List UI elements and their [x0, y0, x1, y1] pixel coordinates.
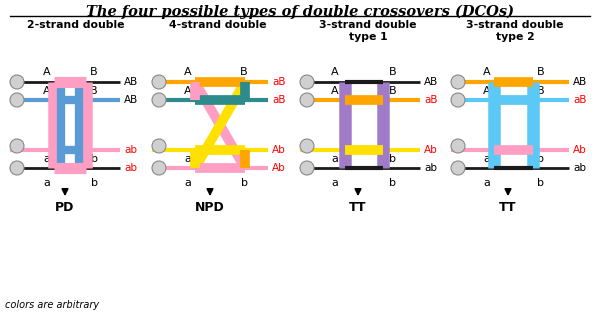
Text: a: a	[44, 178, 50, 188]
Circle shape	[300, 93, 314, 107]
Circle shape	[451, 139, 465, 153]
Text: Ab: Ab	[424, 145, 438, 155]
Text: B: B	[389, 67, 397, 77]
Text: PD: PD	[55, 201, 74, 214]
Text: a: a	[332, 178, 338, 188]
Circle shape	[451, 161, 465, 175]
Text: 2-strand double: 2-strand double	[27, 20, 125, 30]
Text: a: a	[185, 178, 191, 188]
Text: b: b	[389, 178, 397, 188]
Text: A: A	[184, 67, 192, 77]
Text: TT: TT	[349, 201, 367, 214]
Text: ab: ab	[573, 163, 586, 173]
Text: B: B	[240, 86, 248, 96]
Circle shape	[10, 161, 24, 175]
Text: aB: aB	[424, 95, 437, 105]
Circle shape	[152, 161, 166, 175]
Circle shape	[10, 75, 24, 89]
Text: b: b	[538, 178, 545, 188]
Text: B: B	[90, 67, 98, 77]
Text: a: a	[332, 154, 338, 164]
Circle shape	[451, 75, 465, 89]
Text: The four possible types of double crossovers (DCOs): The four possible types of double crosso…	[86, 5, 514, 19]
Circle shape	[451, 93, 465, 107]
Text: b: b	[91, 178, 97, 188]
Text: AB: AB	[124, 95, 138, 105]
Text: 3-strand double
type 1: 3-strand double type 1	[319, 20, 417, 42]
Text: b: b	[538, 154, 545, 164]
Circle shape	[300, 139, 314, 153]
Text: A: A	[331, 86, 339, 96]
Circle shape	[300, 161, 314, 175]
Text: b: b	[91, 154, 97, 164]
Text: AB: AB	[573, 77, 587, 87]
Circle shape	[152, 93, 166, 107]
Text: b: b	[241, 178, 248, 188]
Text: ab: ab	[124, 145, 137, 155]
Text: A: A	[43, 67, 51, 77]
Text: AB: AB	[124, 77, 138, 87]
Text: Ab: Ab	[272, 163, 286, 173]
Text: B: B	[537, 67, 545, 77]
Text: A: A	[184, 86, 192, 96]
Text: B: B	[240, 67, 248, 77]
Text: a: a	[44, 154, 50, 164]
Text: A: A	[483, 67, 491, 77]
Text: A: A	[43, 86, 51, 96]
Text: 4-strand double: 4-strand double	[169, 20, 267, 30]
Text: B: B	[537, 86, 545, 96]
Text: A: A	[331, 67, 339, 77]
Text: aB: aB	[272, 95, 286, 105]
Circle shape	[10, 93, 24, 107]
Text: a: a	[484, 178, 490, 188]
Circle shape	[152, 139, 166, 153]
Text: B: B	[90, 86, 98, 96]
Text: aB: aB	[272, 77, 286, 87]
Circle shape	[300, 75, 314, 89]
Text: aB: aB	[573, 95, 587, 105]
Text: colors are arbitrary: colors are arbitrary	[5, 300, 99, 310]
Text: ab: ab	[124, 163, 137, 173]
Text: A: A	[483, 86, 491, 96]
Text: NPD: NPD	[195, 201, 225, 214]
Text: a: a	[484, 154, 490, 164]
Circle shape	[152, 75, 166, 89]
Text: ab: ab	[424, 163, 437, 173]
Circle shape	[10, 139, 24, 153]
Text: Ab: Ab	[573, 145, 587, 155]
Text: b: b	[241, 154, 248, 164]
Text: 3-strand double
type 2: 3-strand double type 2	[466, 20, 564, 42]
Text: B: B	[389, 86, 397, 96]
Text: b: b	[389, 154, 397, 164]
Text: Ab: Ab	[272, 145, 286, 155]
Text: a: a	[185, 154, 191, 164]
Text: TT: TT	[499, 201, 517, 214]
Text: AB: AB	[424, 77, 438, 87]
